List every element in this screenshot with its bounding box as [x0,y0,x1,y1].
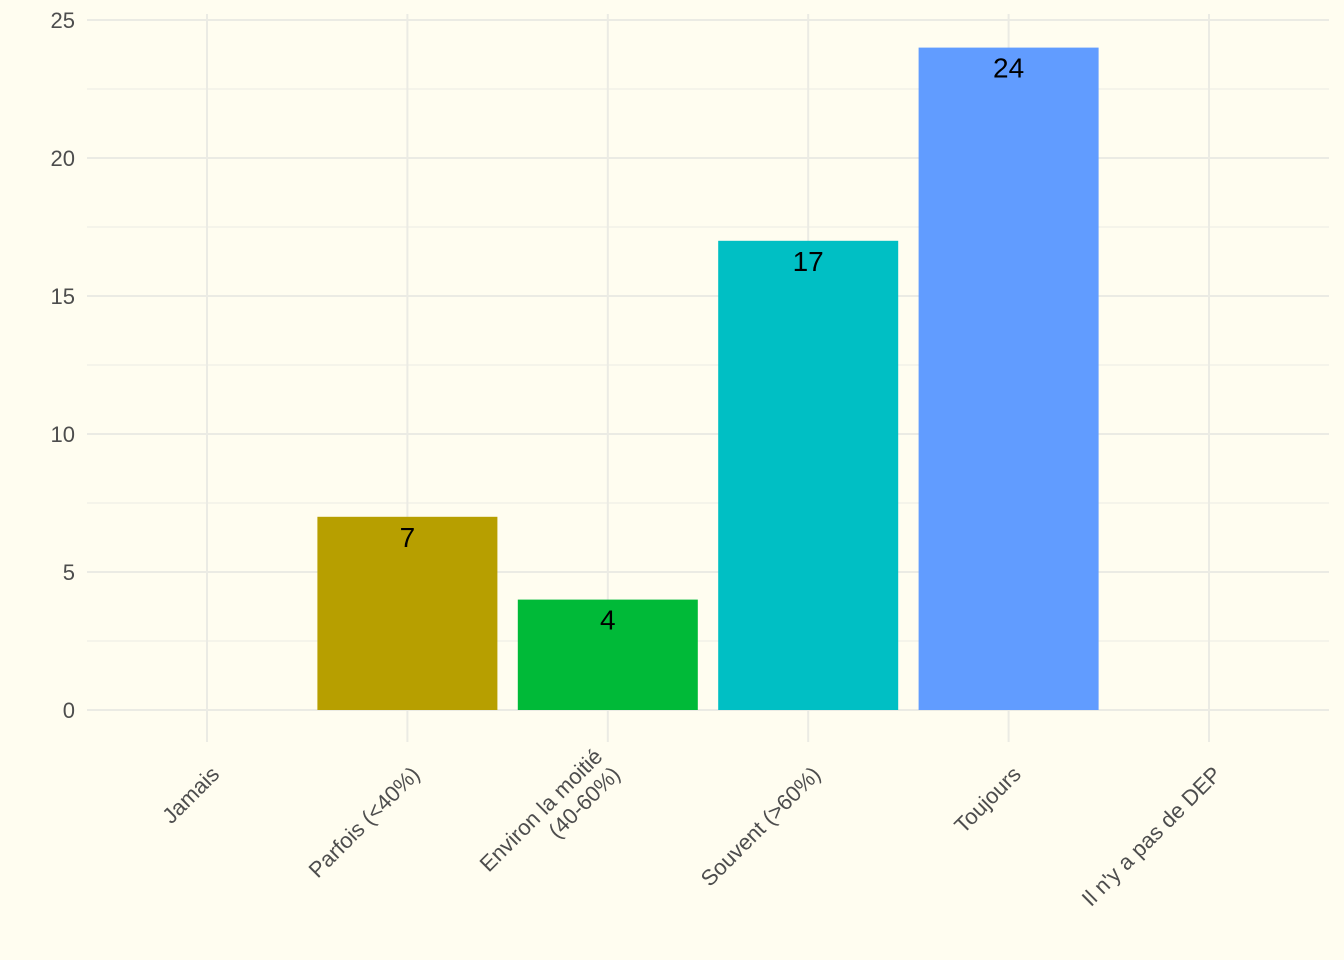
bar-value-label: 24 [993,53,1024,84]
x-tick-label-line: Jamais [157,762,224,829]
bar [517,599,698,710]
bar-value-label: 4 [600,605,616,636]
x-tick-label: Toujours [949,762,1025,838]
bar [718,240,899,711]
x-axis-tick-labels: Jamais Parfois (<40%) Environ la moitié(40… [157,744,1226,911]
x-tick-label-line: Toujours [949,762,1025,838]
y-tick-label: 10 [51,422,75,447]
grid-lines [87,14,1329,742]
bar-value-label: 7 [400,522,416,553]
bar [317,516,498,710]
x-tick-label: Parfois (<40%) [304,762,425,883]
y-tick-label: 20 [51,146,75,171]
bar-value-label: 17 [793,246,824,277]
y-tick-label: 5 [63,560,75,585]
bars [317,47,1099,711]
x-tick-label: Il n'y a pas de DEP [1077,762,1226,911]
bar [918,47,1099,711]
x-tick-label-line: Il n'y a pas de DEP [1077,762,1226,911]
y-tick-label: 15 [51,284,75,309]
x-tick-label-line: Souvent (>60%) [696,762,826,892]
x-tick-label-line: Parfois (<40%) [304,762,425,883]
bar-value-labels: 7 4 17 24 [400,53,1025,636]
y-tick-label: 25 [51,8,75,33]
y-axis-tick-labels: 0 5 10 15 20 25 [51,8,75,723]
x-tick-label: Environ la moitié(40-60%) [475,744,625,877]
y-tick-label: 0 [63,698,75,723]
x-tick-label: Jamais [157,762,224,829]
x-tick-label: Souvent (>60%) [696,762,826,892]
